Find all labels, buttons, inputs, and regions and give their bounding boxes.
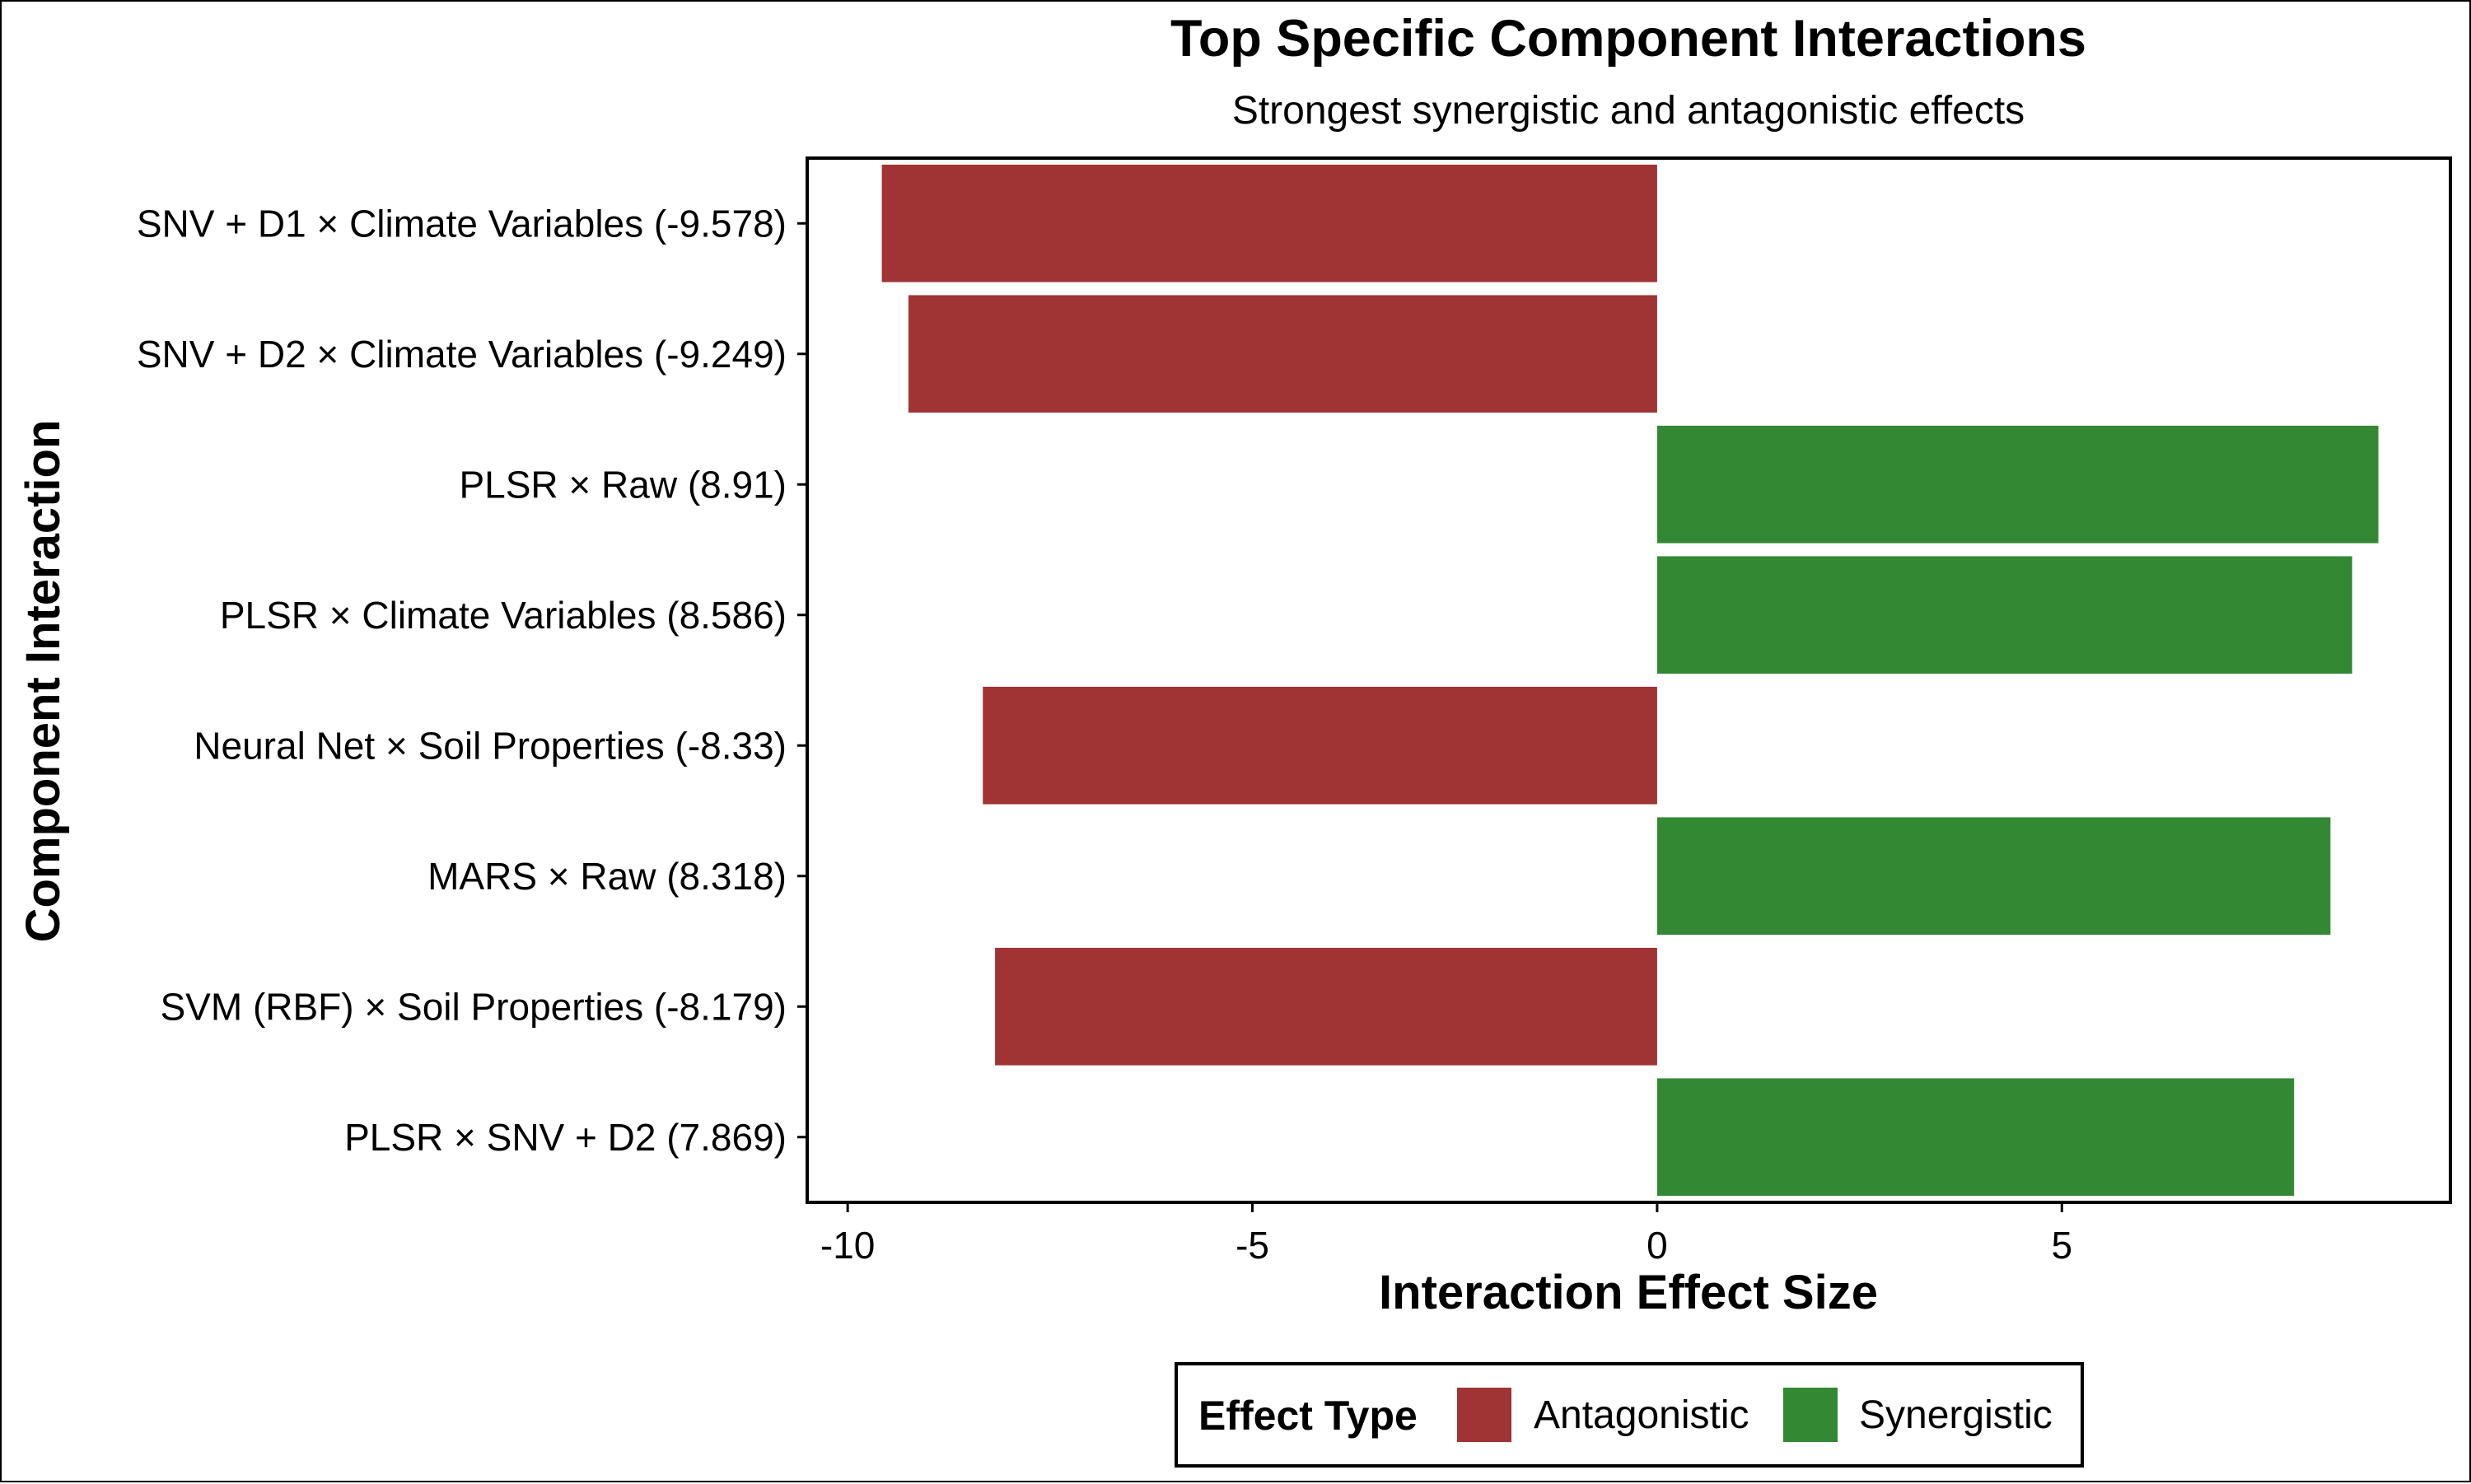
legend-box	[1175, 1362, 2084, 1468]
bar-8	[1656, 1078, 2295, 1197]
category-label-4: PLSR × Climate Variables (8.586)	[220, 594, 787, 637]
category-label-1: SNV + D1 × Climate Variables (-9.578)	[137, 202, 787, 245]
x-axis-ticks: -10 -5 0 5	[820, 1202, 2072, 1267]
bar-5	[983, 686, 1657, 805]
bar-4	[1656, 556, 2352, 674]
bar-1	[881, 164, 1657, 282]
category-label-6: MARS × Raw (8.318)	[427, 855, 787, 898]
chart-title: Top Specific Component Interactions	[1170, 10, 2086, 68]
category-label-8: PLSR × SNV + D2 (7.869)	[344, 1116, 787, 1159]
y-axis-title: Component Interaction	[16, 420, 70, 943]
bar-3	[1656, 425, 2379, 544]
category-label-7: SVM (RBF) × Soil Properties (-8.179)	[160, 985, 787, 1028]
category-label-5: Neural Net × Soil Properties (-8.33)	[194, 724, 787, 767]
bar-group	[881, 164, 2379, 1197]
bar-6	[1656, 817, 2331, 936]
category-labels: SNV + D1 × Climate Variables (-9.578) SNV…	[137, 202, 807, 1159]
legend-label-synergistic: Synergistic	[1859, 1393, 2053, 1437]
legend-title: Effect Type	[1198, 1393, 1418, 1439]
x-tick-label: -10	[820, 1224, 875, 1267]
chart-subtitle: Strongest synergistic and antagonistic e…	[1232, 89, 2025, 133]
legend-swatch-synergistic	[1783, 1388, 1838, 1442]
x-tick-label: 5	[2051, 1224, 2072, 1267]
bar-2	[908, 295, 1657, 413]
legend-swatch-antagonistic	[1457, 1388, 1511, 1442]
legend-label-antagonistic: Antagonistic	[1534, 1393, 1749, 1437]
legend: Effect Type Antagonistic Synergistic	[1175, 1362, 2084, 1468]
bar-7	[995, 947, 1657, 1066]
category-label-2: SNV + D2 × Climate Variables (-9.249)	[137, 333, 787, 376]
category-label-3: PLSR × Raw (8.91)	[459, 463, 787, 506]
x-tick-label: 0	[1647, 1224, 1668, 1267]
x-tick-label: -5	[1236, 1224, 1269, 1267]
x-axis-title: Interaction Effect Size	[1379, 1266, 1878, 1319]
